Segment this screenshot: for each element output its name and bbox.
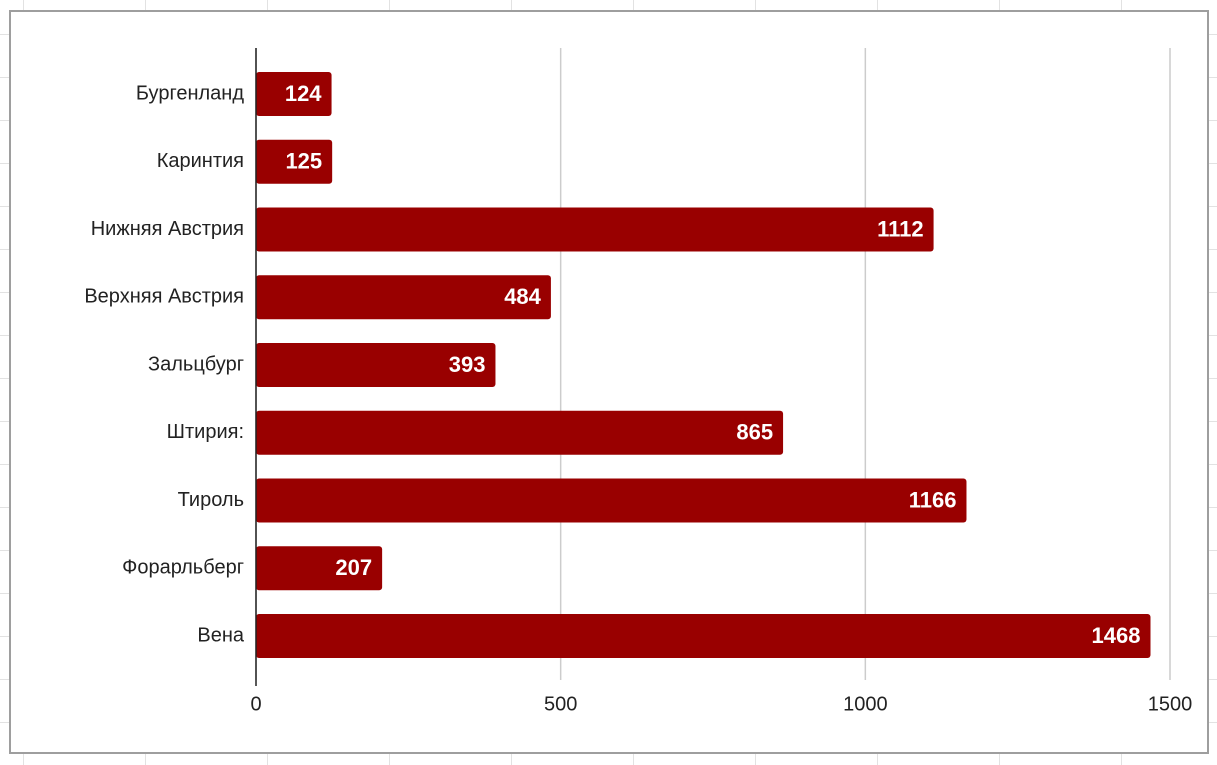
y-tick-label: Тироль <box>178 489 244 511</box>
data-label: 207 <box>335 555 372 580</box>
y-tick-label: Верхняя Австрия <box>84 286 244 308</box>
x-tick-label: 1500 <box>1148 693 1193 715</box>
y-tick-label: Зальцбург <box>148 353 244 375</box>
x-tick-label: 1000 <box>843 693 888 715</box>
bar <box>256 343 496 387</box>
y-tick-label: Штирия: <box>167 421 244 443</box>
data-label: 484 <box>504 284 541 309</box>
bar <box>256 410 784 455</box>
bar <box>256 139 333 184</box>
bar <box>256 614 1151 658</box>
y-tick-label: Бургенланд <box>136 82 244 104</box>
x-tick-label: 500 <box>544 693 577 715</box>
data-label: 125 <box>285 149 322 174</box>
data-label: 1166 <box>909 487 957 512</box>
bar <box>256 546 383 591</box>
y-tick-label: Каринтия <box>157 150 244 172</box>
data-label: 1112 <box>877 216 924 241</box>
data-label: 393 <box>449 352 486 377</box>
y-tick-label: Нижняя Австрия <box>91 218 244 240</box>
data-label: 124 <box>285 81 322 106</box>
data-label: 865 <box>736 420 773 445</box>
data-label: 1468 <box>1092 623 1141 648</box>
y-tick-label: Форарльберг <box>122 557 244 579</box>
bar <box>256 275 551 320</box>
bar <box>256 72 332 116</box>
y-tick-label: Вена <box>197 624 245 646</box>
bar <box>256 207 934 252</box>
x-tick-label: 0 <box>250 693 261 715</box>
bar <box>256 478 967 523</box>
